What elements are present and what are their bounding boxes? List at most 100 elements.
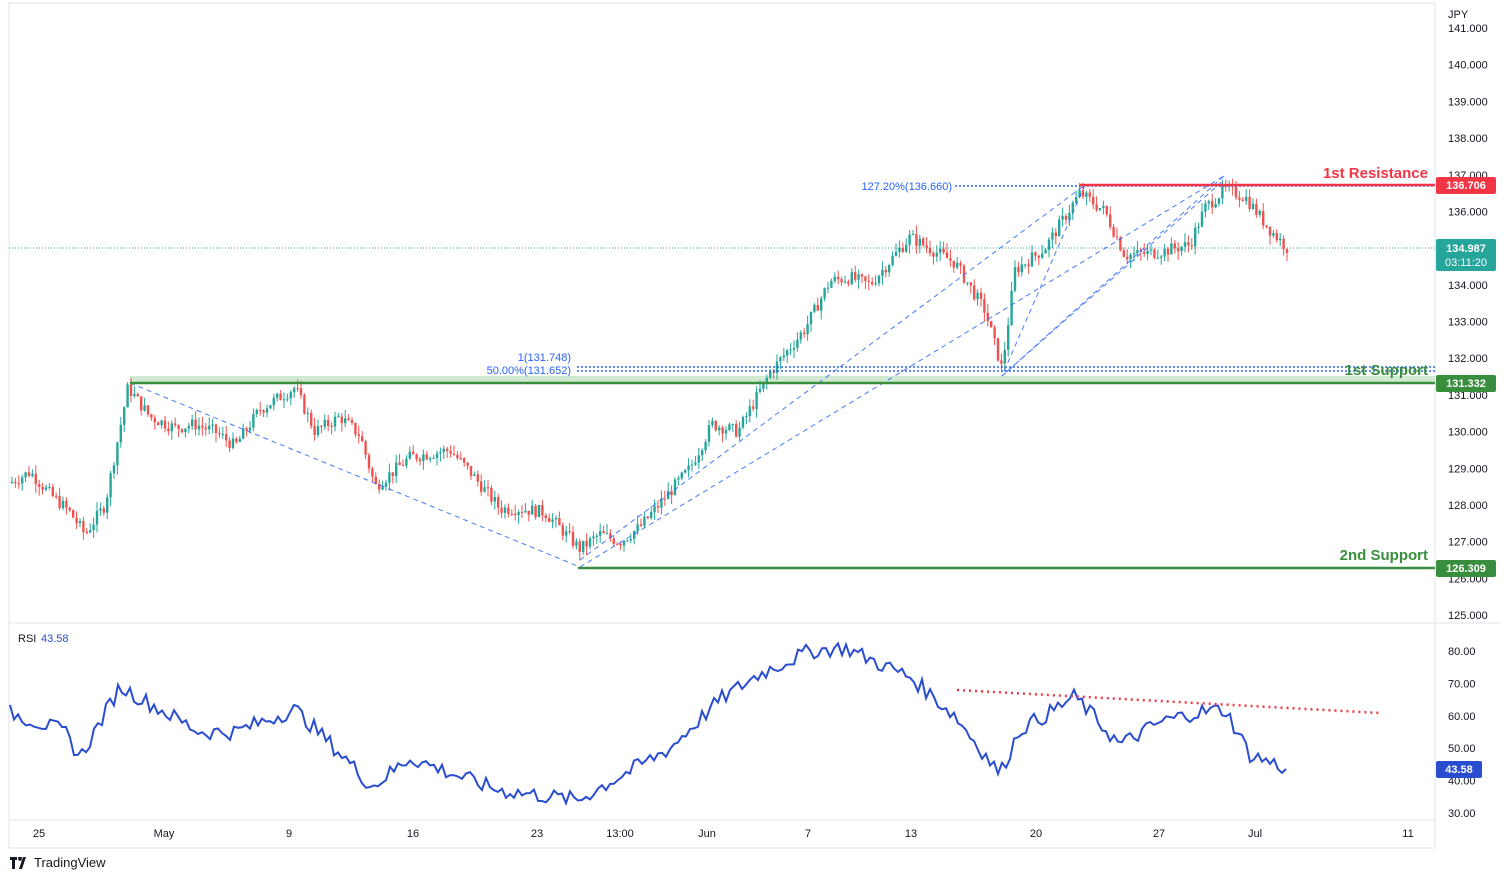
candle-body xyxy=(255,410,258,415)
candle xyxy=(21,474,24,491)
candle-body xyxy=(1285,248,1289,253)
candle-body xyxy=(1153,249,1156,258)
candle xyxy=(112,462,116,479)
candle-body xyxy=(303,395,306,414)
candle xyxy=(412,445,415,455)
candle xyxy=(418,456,422,466)
candle-body xyxy=(871,282,874,285)
candle xyxy=(340,412,343,432)
candle-body xyxy=(82,521,85,532)
currency-label: JPY xyxy=(1448,9,1469,21)
candle-body xyxy=(1064,215,1068,220)
candle xyxy=(1279,233,1282,247)
candle-body xyxy=(680,472,683,479)
support2-tag-value: 126.309 xyxy=(1446,563,1486,575)
candle xyxy=(408,446,411,460)
candle xyxy=(442,445,445,459)
candle-body xyxy=(894,251,898,256)
candle-body xyxy=(265,408,269,413)
candle xyxy=(235,436,238,444)
candle-body xyxy=(748,406,751,417)
candle xyxy=(289,390,292,406)
candle-body xyxy=(398,462,401,466)
candle-body xyxy=(1221,185,1224,199)
candle xyxy=(979,287,983,307)
candlestick-series[interactable] xyxy=(10,178,1289,561)
candle-body xyxy=(646,516,649,519)
time-tick-4: 23 xyxy=(531,828,543,840)
candle xyxy=(140,396,143,416)
fib-trend-line-1 xyxy=(579,184,1086,561)
candle xyxy=(894,243,898,257)
candle-body xyxy=(690,464,694,466)
candle-body xyxy=(1248,196,1251,209)
candle-body xyxy=(769,371,772,378)
candle xyxy=(1085,190,1088,206)
candle-body xyxy=(109,473,112,498)
candle-body xyxy=(136,394,139,397)
candle xyxy=(973,279,976,302)
candle xyxy=(466,461,469,470)
candle xyxy=(908,230,911,254)
candle xyxy=(473,471,476,477)
candle xyxy=(1051,227,1054,249)
candle xyxy=(293,386,296,398)
candle-body xyxy=(221,434,224,436)
candle-body xyxy=(157,422,160,426)
candle xyxy=(282,392,286,408)
candle xyxy=(524,503,527,514)
candle xyxy=(143,397,146,412)
candle xyxy=(245,426,248,437)
candle xyxy=(435,450,439,466)
time-tick-8: 13 xyxy=(905,828,917,840)
candle-body xyxy=(966,282,969,284)
candle-body xyxy=(1020,264,1023,273)
candle-body xyxy=(1187,242,1190,246)
candle xyxy=(976,289,979,306)
candle xyxy=(745,412,748,425)
candle xyxy=(1285,248,1289,261)
candle-body xyxy=(242,428,245,439)
candle-body xyxy=(1163,248,1166,257)
candle xyxy=(1248,189,1251,212)
candle xyxy=(320,424,323,434)
candle-body xyxy=(551,519,554,522)
candle xyxy=(925,237,928,254)
candle-body xyxy=(701,450,704,456)
candle xyxy=(446,446,449,459)
candle xyxy=(500,500,503,519)
candle-body xyxy=(595,535,598,537)
rsi-line[interactable] xyxy=(9,641,1287,807)
candle xyxy=(415,453,418,463)
tradingview-brand[interactable]: TradingView xyxy=(10,854,106,870)
candle-body xyxy=(728,424,731,431)
time-tick-2: 9 xyxy=(286,828,292,840)
candle xyxy=(1092,189,1095,210)
rsi-axis[interactable]: 80.00 70.00 60.00 50.00 40.00 30.00 xyxy=(1448,646,1476,820)
rsi-tick-1: 70.00 xyxy=(1448,678,1476,690)
candle-body xyxy=(707,425,711,442)
rsi-tick-0: 80.00 xyxy=(1448,646,1476,658)
candle-body xyxy=(85,531,88,533)
resistance-tag xyxy=(1436,177,1496,194)
time-axis[interactable]: 25 May 9 16 23 13:00 Jun 7 13 20 27 Jul 11 xyxy=(33,828,1414,840)
candle-body xyxy=(1149,249,1153,251)
candle xyxy=(721,425,724,443)
candle xyxy=(602,525,605,534)
candle-body xyxy=(1010,290,1013,326)
brand-name: TradingView xyxy=(34,855,106,870)
candle-body xyxy=(116,442,119,466)
price-tick-5: 136.000 xyxy=(1448,206,1488,218)
candle xyxy=(1204,200,1207,218)
candle-body xyxy=(381,486,384,490)
candle-body xyxy=(282,399,286,401)
candle xyxy=(1190,238,1193,251)
price-axis[interactable]: 141.000140.000139.000138.000137.000136.0… xyxy=(1448,23,1488,622)
candle xyxy=(395,454,398,483)
candle xyxy=(44,484,48,492)
candle xyxy=(41,483,44,495)
fib-half-label: 50.00%(131.652) xyxy=(487,365,571,377)
candle-body xyxy=(548,518,551,522)
candle-body xyxy=(293,388,296,393)
